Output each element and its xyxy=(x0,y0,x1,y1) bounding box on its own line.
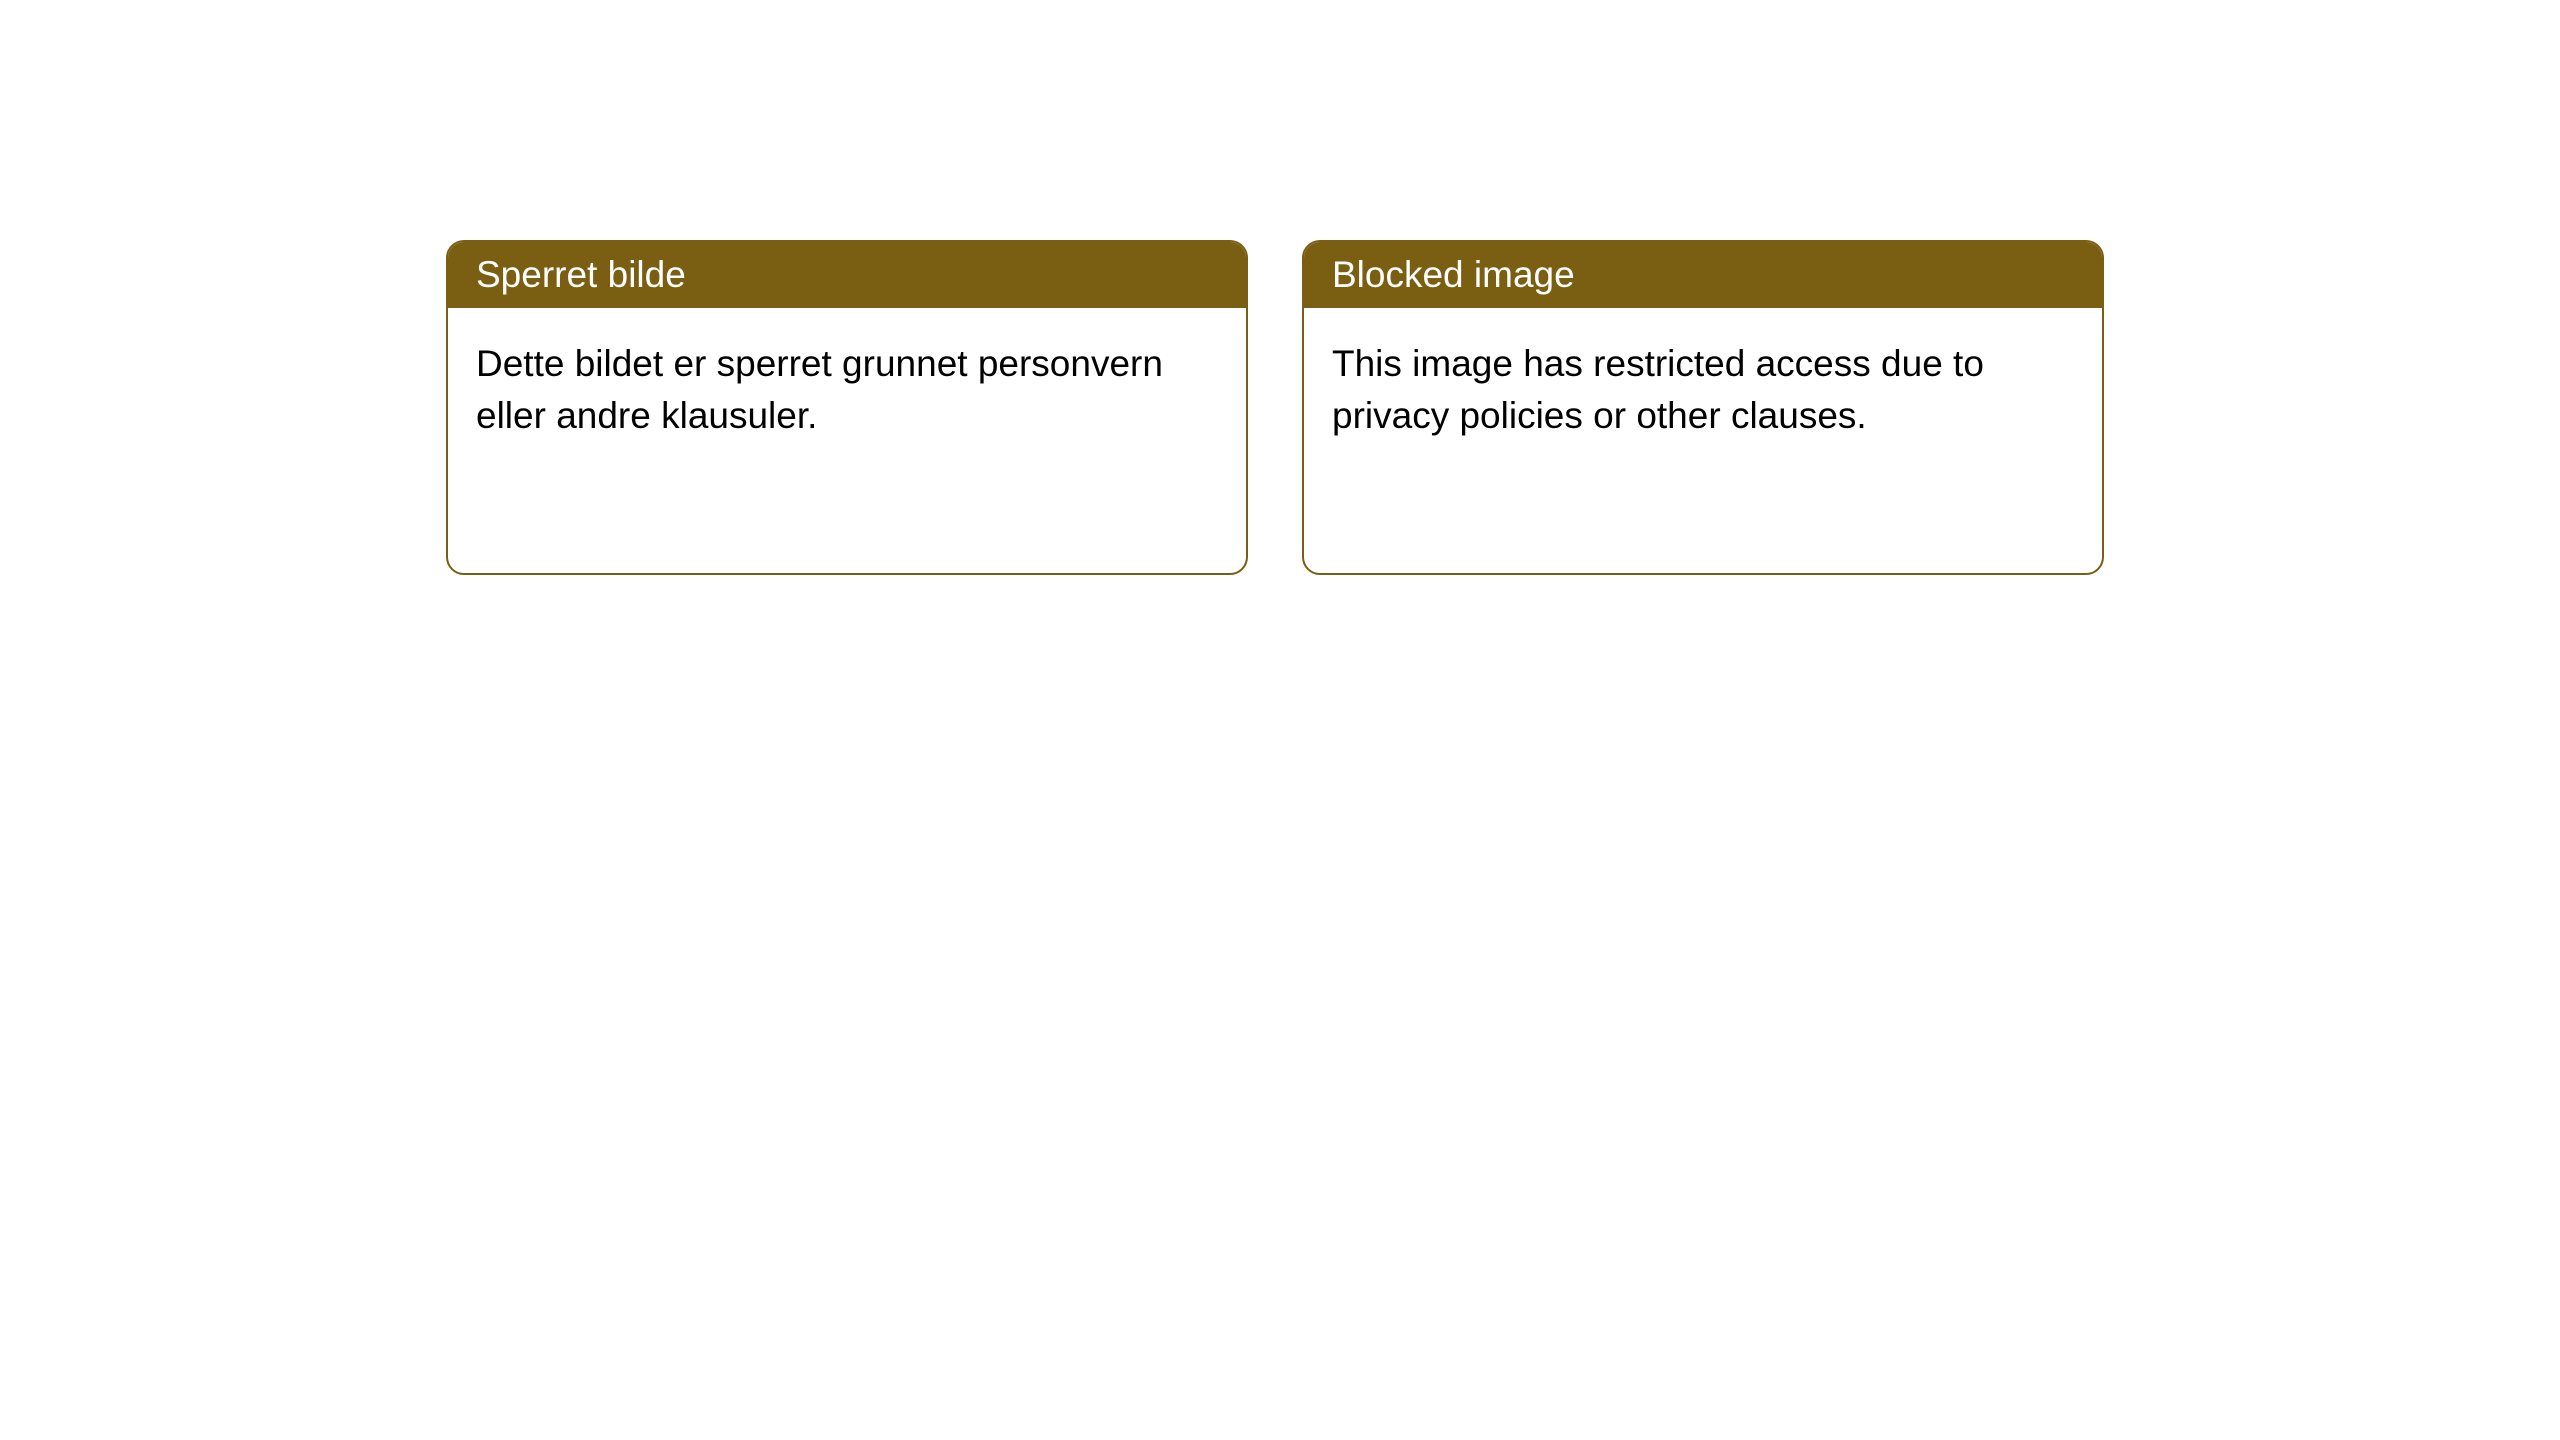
card-body: This image has restricted access due to … xyxy=(1304,308,2102,472)
card-title: Sperret bilde xyxy=(476,254,686,295)
card-header: Sperret bilde xyxy=(448,242,1246,308)
blocked-image-card-no: Sperret bilde Dette bildet er sperret gr… xyxy=(446,240,1248,575)
notice-container: Sperret bilde Dette bildet er sperret gr… xyxy=(0,0,2560,575)
card-body-text: This image has restricted access due to … xyxy=(1332,343,1984,436)
blocked-image-card-en: Blocked image This image has restricted … xyxy=(1302,240,2104,575)
card-body-text: Dette bildet er sperret grunnet personve… xyxy=(476,343,1163,436)
card-header: Blocked image xyxy=(1304,242,2102,308)
card-body: Dette bildet er sperret grunnet personve… xyxy=(448,308,1246,472)
card-title: Blocked image xyxy=(1332,254,1575,295)
